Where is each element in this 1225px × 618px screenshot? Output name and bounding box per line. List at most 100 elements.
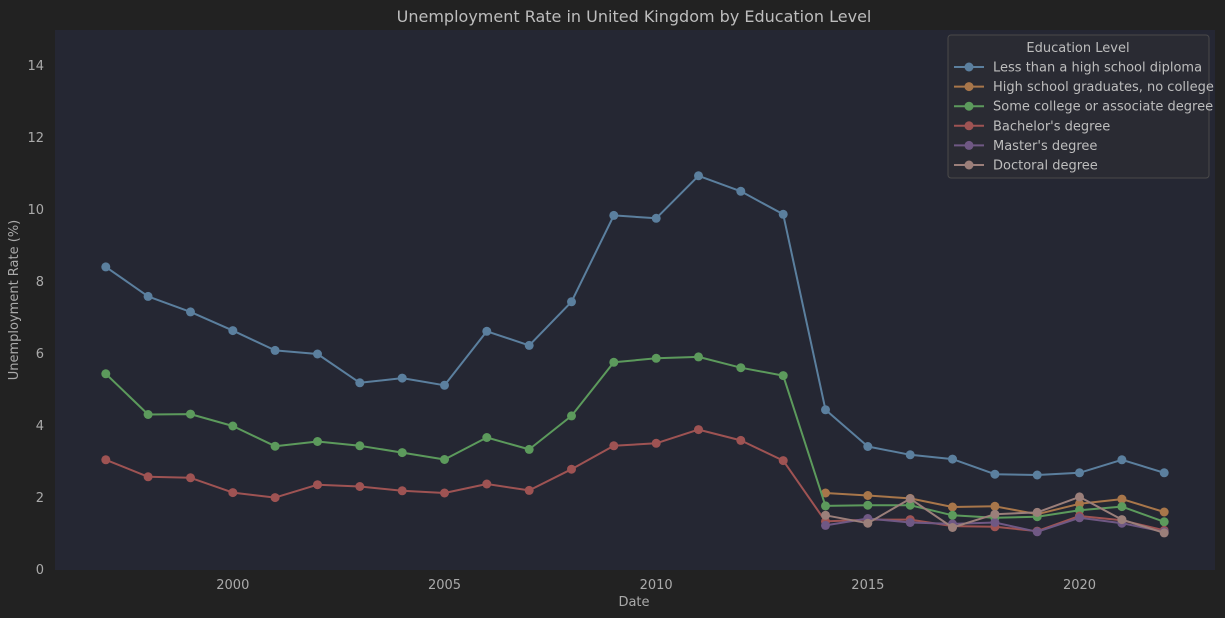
y-tick-label: 0: [36, 563, 44, 578]
series-6: [821, 492, 1169, 538]
data-point: [863, 518, 873, 528]
data-point: [440, 488, 449, 498]
data-point: [990, 501, 1000, 511]
data-point: [694, 352, 703, 362]
data-point: [821, 520, 830, 530]
data-point: [524, 485, 534, 495]
legend-item: Doctoral degree: [954, 159, 1098, 174]
data-point: [948, 523, 957, 532]
data-point: [1117, 455, 1127, 465]
data-point: [905, 518, 915, 527]
data-point: [143, 472, 153, 482]
x-tick-label: 2015: [851, 578, 884, 593]
data-point: [778, 456, 788, 466]
data-point: [228, 326, 238, 336]
data-point: [609, 210, 619, 220]
data-point: [778, 371, 788, 381]
data-point: [313, 480, 322, 490]
data-point: [1075, 513, 1084, 523]
data-point: [948, 502, 957, 512]
data-point: [694, 171, 703, 181]
data-point: [1117, 502, 1127, 512]
legend-title: Education Level: [1026, 41, 1129, 56]
data-point: [1032, 470, 1042, 480]
y-tick-label: 12: [27, 131, 44, 146]
data-point: [863, 500, 873, 510]
data-point: [397, 486, 407, 496]
y-axis-ticks: 0 2 4 6 8 10 12 14: [27, 59, 44, 578]
data-point: [313, 437, 322, 446]
data-point: [482, 479, 492, 489]
data-point: [609, 441, 619, 451]
data-point: [736, 363, 746, 373]
data-point: [905, 450, 915, 460]
legend-item: Bachelor's degree: [954, 119, 1110, 134]
data-point: [270, 493, 280, 503]
data-point: [101, 262, 111, 272]
data-point: [101, 455, 111, 465]
data-point: [821, 405, 830, 415]
legend-label: Less than a high school diploma: [993, 61, 1202, 76]
data-point: [186, 409, 195, 419]
legend-item: Less than a high school diploma: [954, 61, 1202, 76]
data-point: [609, 357, 619, 367]
data-point: [821, 510, 830, 520]
data-point: [101, 369, 111, 379]
legend-marker: [964, 62, 974, 72]
y-axis-label: Unemployment Rate (%): [7, 220, 22, 381]
data-point: [948, 510, 957, 520]
data-point: [1075, 468, 1084, 478]
data-point: [567, 297, 576, 307]
legend-item: Master's degree: [954, 139, 1097, 154]
data-point: [990, 518, 1000, 527]
data-point: [1075, 492, 1084, 502]
y-tick-label: 14: [27, 59, 44, 74]
x-tick-label: 2000: [216, 578, 249, 593]
data-point: [355, 378, 365, 388]
data-point: [778, 209, 788, 219]
data-point: [736, 435, 746, 445]
data-point: [313, 349, 322, 359]
data-point: [567, 411, 576, 421]
series-line: [105, 174, 1165, 476]
data-point: [1159, 507, 1169, 517]
series-layer: [101, 171, 1169, 538]
data-point: [397, 448, 407, 458]
legend-label: Master's degree: [993, 139, 1097, 154]
legend: Education Level Less than a high school …: [947, 34, 1214, 179]
legend-marker: [964, 121, 974, 131]
data-point: [863, 442, 873, 451]
series-1: [101, 171, 1169, 480]
x-tick-label: 2005: [428, 578, 461, 593]
x-tick-label: 2020: [1063, 578, 1096, 593]
data-point: [1159, 528, 1169, 538]
data-point: [651, 353, 661, 363]
data-point: [270, 345, 280, 355]
data-point: [1075, 499, 1084, 509]
y-tick-label: 8: [36, 275, 44, 290]
legend-marker: [964, 160, 974, 170]
legend-box: [947, 34, 1210, 179]
x-tick-label: 2010: [640, 578, 673, 593]
data-point: [905, 500, 915, 510]
series-line: [105, 428, 1165, 533]
data-point: [228, 488, 238, 498]
data-point: [1117, 494, 1127, 504]
data-point: [905, 494, 915, 504]
data-point: [567, 464, 576, 474]
data-point: [186, 473, 195, 483]
legend-label: Some college or associate degree: [993, 100, 1213, 115]
data-point: [736, 186, 746, 196]
data-point: [524, 340, 534, 350]
x-axis-ticks: 2000 2005 2010 2015 2020: [216, 578, 1096, 593]
legend-label: Doctoral degree: [993, 159, 1098, 174]
data-point: [821, 488, 830, 498]
legend-marker: [964, 140, 974, 150]
x-axis-label: Date: [618, 595, 649, 610]
legend-label: High school graduates, no college: [993, 80, 1214, 95]
data-point: [186, 307, 195, 317]
legend-marker: [964, 101, 974, 111]
data-point: [1159, 517, 1169, 527]
data-point: [270, 441, 280, 451]
